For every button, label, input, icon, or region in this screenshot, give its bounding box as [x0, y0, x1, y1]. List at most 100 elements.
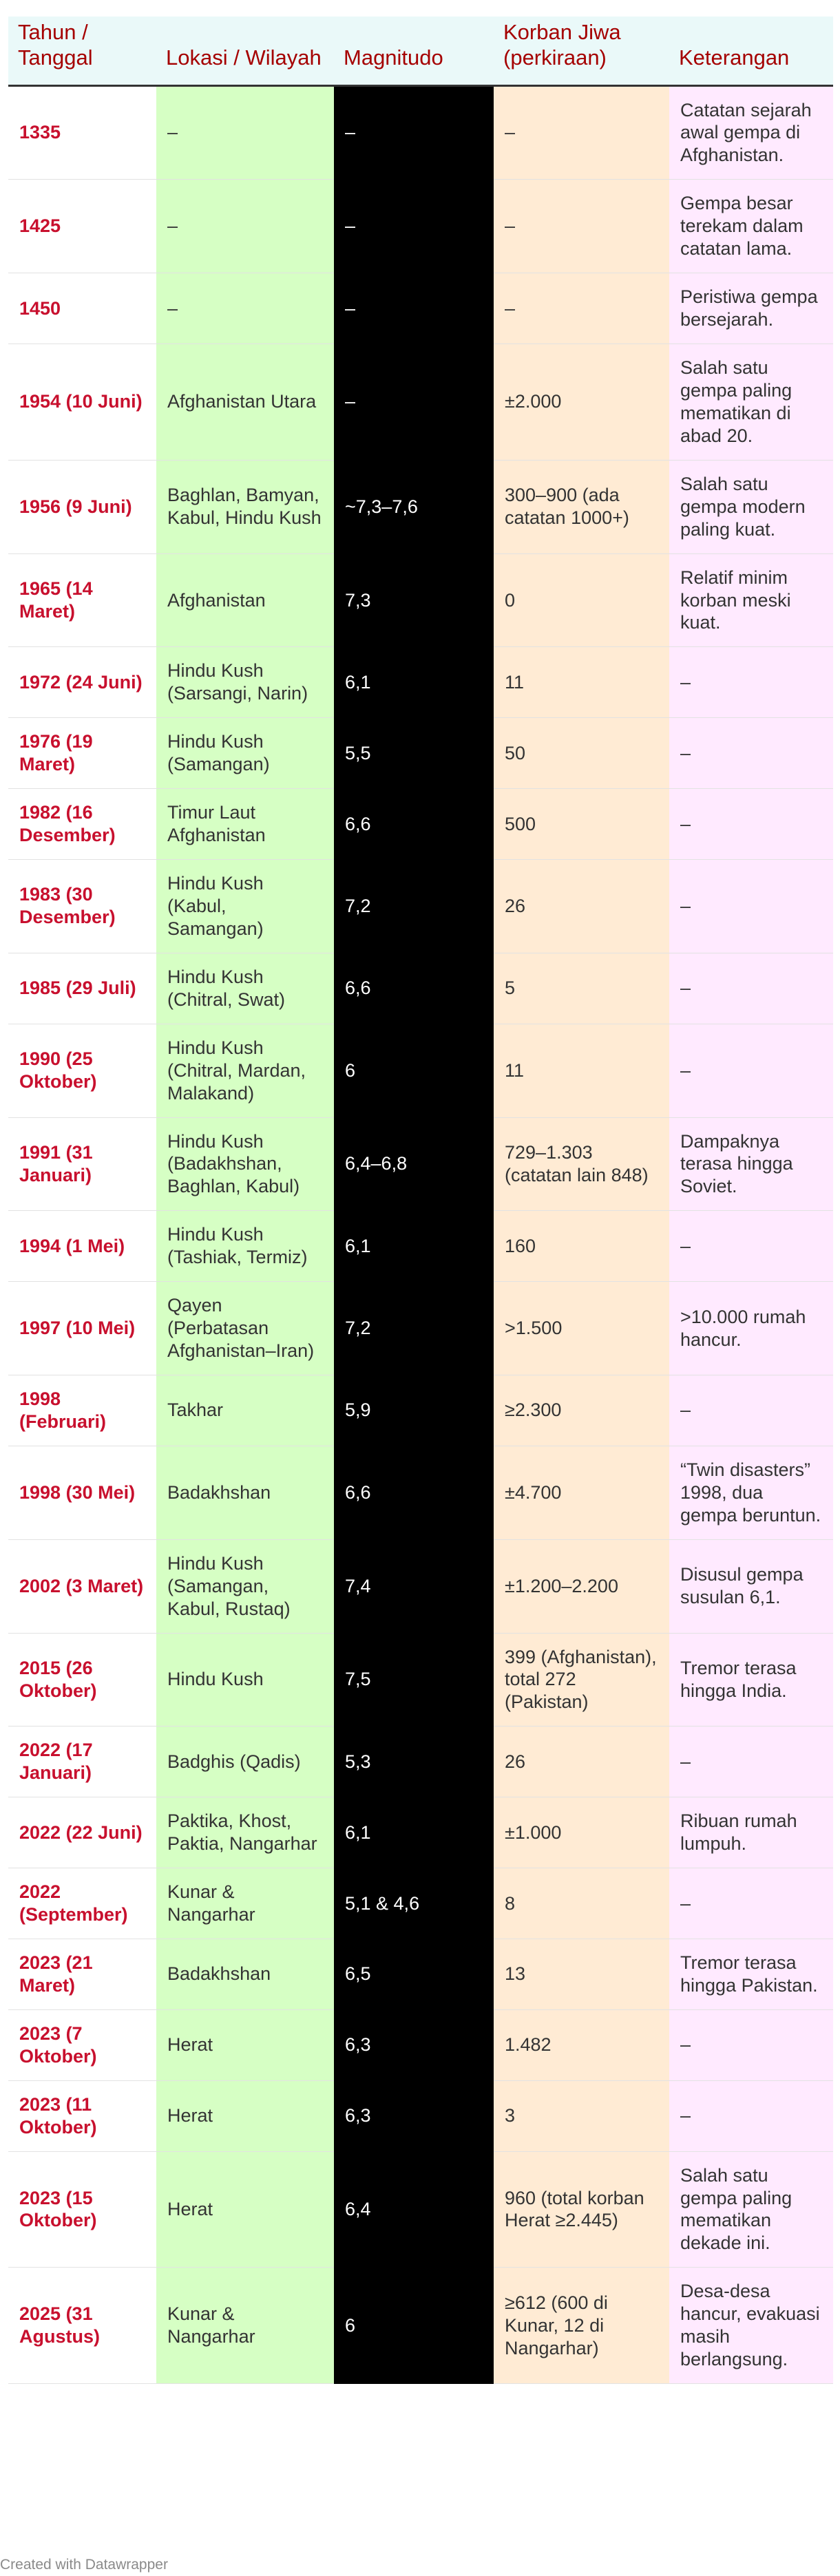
cell-year: 1982 (16 Desember) — [8, 788, 156, 860]
header-location[interactable]: Lokasi / Wilayah — [156, 17, 334, 87]
cell-magnitude: 7,3 — [334, 553, 494, 648]
cell-magnitude: 5,5 — [334, 717, 494, 790]
cell-note: Salah satu gempa modern paling kuat. — [669, 460, 833, 554]
cell-magnitude: 7,5 — [334, 1633, 494, 1727]
cell-casualties: – — [494, 85, 669, 180]
cell-magnitude: 6,1 — [334, 1210, 494, 1282]
cell-casualties: 5 — [494, 953, 669, 1024]
cell-magnitude: 5,9 — [334, 1375, 494, 1446]
cell-location: Hindu Kush (Kabul, Samangan) — [156, 859, 334, 953]
cell-magnitude: 6,6 — [334, 953, 494, 1024]
cell-location: Hindu Kush (Chitral, Swat) — [156, 953, 334, 1024]
table-row: 1972 (24 Juni) Hindu Kush (Sarsangi, Nari… — [8, 646, 833, 719]
cell-location: Takhar — [156, 1375, 334, 1446]
cell-year: 1998 (30 Mei) — [8, 1446, 156, 1540]
cell-note: – — [669, 1024, 833, 1117]
cell-note: – — [669, 1726, 833, 1797]
cell-note: – — [669, 1868, 833, 1939]
cell-magnitude: 6,1 — [334, 1797, 494, 1869]
cell-location: Baghlan, Bamyan, Kabul, Hindu Kush — [156, 460, 334, 554]
table-row: 1450– – – Peristiwa gempa bersejarah. — [8, 273, 833, 344]
table-row: 2023 (11 Oktober) Herat 6,3 3– — [8, 2080, 833, 2152]
cell-note: Salah satu gempa paling mematikan dekade… — [669, 2151, 833, 2268]
cell-note: “Twin disasters” 1998, dua gempa beruntu… — [669, 1446, 833, 1540]
cell-year: 2023 (7 Oktober) — [8, 2009, 156, 2081]
cell-year: 1425 — [8, 179, 156, 273]
cell-magnitude: ~7,3–7,6 — [334, 460, 494, 554]
cell-magnitude: – — [334, 344, 494, 461]
cell-magnitude: – — [334, 273, 494, 344]
cell-note: – — [669, 788, 833, 860]
cell-magnitude: 6,5 — [334, 1939, 494, 2010]
cell-casualties: ±1.000 — [494, 1797, 669, 1868]
earthquake-table: Tahun / Tanggal Lokasi / Wilayah Magnitu… — [8, 17, 833, 2385]
cell-casualties: 960 (total korban Herat ≥2.445) — [494, 2151, 669, 2268]
cell-magnitude: 6,3 — [334, 2009, 494, 2081]
cell-magnitude: 7,2 — [334, 1281, 494, 1375]
cell-location: Herat — [156, 2009, 334, 2081]
cell-location: Hindu Kush (Chitral, Mardan, Malakand) — [156, 1024, 334, 1117]
cell-location: Herat — [156, 2151, 334, 2268]
cell-year: 2023 (15 Oktober) — [8, 2151, 156, 2268]
cell-year: 1976 (19 Maret) — [8, 717, 156, 789]
cell-location: Badghis (Qadis) — [156, 1726, 334, 1797]
cell-casualties: 3 — [494, 2080, 669, 2152]
table-row: 2023 (21 Maret) Badakhshan 6,5 13 Tremor ter… — [8, 1939, 833, 2010]
cell-location: Badakhshan — [156, 1446, 334, 1540]
cell-location: Kunar & Nangarhar — [156, 2267, 334, 2384]
header-year[interactable]: Tahun / Tanggal — [8, 17, 156, 87]
table-row: 2002 (3 Maret) Hindu Kush (Samangan, Kabu… — [8, 1539, 833, 1634]
cell-year: 2022 (22 Juni) — [8, 1797, 156, 1868]
cell-note: Peristiwa gempa bersejarah. — [669, 273, 833, 344]
cell-casualties: >1.500 — [494, 1281, 669, 1375]
cell-year: 2023 (21 Maret) — [8, 1939, 156, 2010]
table-row: 2015 (26 Oktober) Hindu Kush 7,5 399 (Afgha… — [8, 1633, 833, 1727]
table-row: 2022 (17 Januari) Badghis (Qadis) 5,3 26– — [8, 1726, 833, 1798]
header-note[interactable]: Keterangan — [669, 17, 833, 87]
cell-magnitude: 5,1 & 4,6 — [334, 1868, 494, 1939]
cell-casualties: 500 — [494, 788, 669, 860]
cell-year: 1335 — [8, 85, 156, 180]
cell-note: – — [669, 717, 833, 789]
cell-year: 1991 (31 Januari) — [8, 1117, 156, 1211]
cell-note: Tremor terasa hingga Pakistan. — [669, 1939, 833, 2010]
cell-year: 1997 (10 Mei) — [8, 1281, 156, 1375]
table-row: 1983 (30 Desember) Hindu Kush (Kabul, Sam… — [8, 859, 833, 953]
cell-year: 1990 (25 Oktober) — [8, 1024, 156, 1117]
cell-casualties: ≥612 (600 di Kunar, 12 di Nangarhar) — [494, 2267, 669, 2384]
cell-magnitude: 6,6 — [334, 1446, 494, 1540]
cell-note: – — [669, 2080, 833, 2152]
cell-note: Ribuan rumah lumpuh. — [669, 1797, 833, 1868]
cell-casualties: 50 — [494, 717, 669, 789]
table-row: 1335– – – Catatan sejarah awal gempa di Afg… — [8, 85, 833, 180]
cell-note: >10.000 rumah hancur. — [669, 1281, 833, 1375]
table-row: 1976 (19 Maret) Hindu Kush (Samangan) 5,5 5… — [8, 717, 833, 790]
cell-note: – — [669, 1210, 833, 1282]
cell-note: Catatan sejarah awal gempa di Afghanista… — [669, 85, 833, 180]
cell-casualties: ±1.200–2.200 — [494, 1539, 669, 1633]
table-row: 1985 (29 Juli) Hindu Kush (Chitral, Swat)… — [8, 953, 833, 1024]
cell-year: 2002 (3 Maret) — [8, 1539, 156, 1633]
cell-year: 1972 (24 Juni) — [8, 646, 156, 718]
cell-magnitude: 7,2 — [334, 859, 494, 953]
cell-magnitude: 6,4 — [334, 2151, 494, 2268]
cell-magnitude: 6 — [334, 2267, 494, 2385]
cell-note: Gempa besar terekam dalam catatan lama. — [669, 179, 833, 273]
cell-magnitude: 6,6 — [334, 788, 494, 860]
cell-year: 1956 (9 Juni) — [8, 460, 156, 554]
header-casualties[interactable]: Korban Jiwa (perkiraan) — [494, 17, 669, 87]
header-magnitude[interactable]: Magnitudo — [334, 17, 494, 87]
cell-location: Kunar & Nangarhar — [156, 1868, 334, 1939]
table-row: 1998 (Februari) Takhar 5,9 ≥2.300– — [8, 1375, 833, 1446]
cell-casualties: 300–900 (ada catatan 1000+) — [494, 460, 669, 554]
table-row: 1425– – – Gempa besar terekam dalam catatan… — [8, 179, 833, 274]
cell-casualties: 11 — [494, 646, 669, 718]
cell-note: – — [669, 2009, 833, 2081]
cell-year: 1985 (29 Juli) — [8, 953, 156, 1024]
cell-note: – — [669, 953, 833, 1024]
cell-casualties: 26 — [494, 859, 669, 953]
cell-note: Tremor terasa hingga India. — [669, 1633, 833, 1727]
datawrapper-credit[interactable]: Created with Datawrapper — [0, 2557, 168, 2573]
cell-location: Hindu Kush (Samangan, Kabul, Rustaq) — [156, 1539, 334, 1633]
